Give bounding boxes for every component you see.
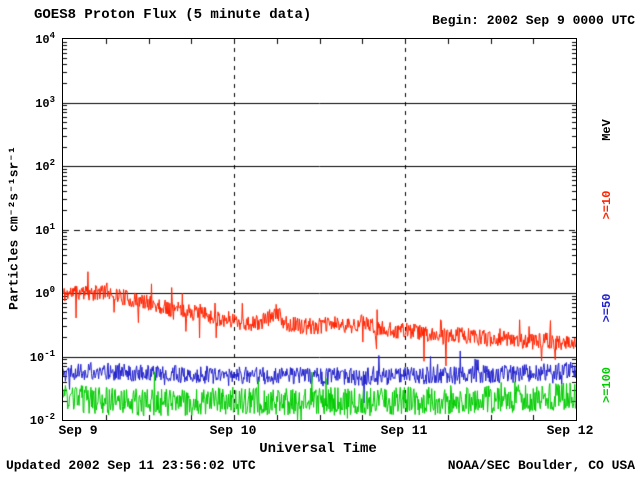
chart-title: GOES8 Proton Flux (5 minute data) [34,7,312,23]
x-tick-label: Sep 10 [209,423,257,438]
y-tick-label: 104 [35,31,55,47]
y-axis-tick-labels: 104 103 102 101 100 10-1 10-2 [0,31,58,428]
series-threshold-label: >=50 [600,293,614,323]
y-tick-label: 102 [35,158,55,174]
y-tick-label: 10-1 [29,348,55,365]
y-tick-label: 10-2 [29,412,55,428]
x-axis-title: Universal Time [259,441,377,457]
plot-canvas [63,39,576,420]
y-tick-label: 103 [35,94,55,111]
y-tick-label: 101 [35,221,55,238]
x-tick-label: Sep 11 [380,423,428,438]
plot-area [62,38,577,421]
x-axis-tick-labels: Sep 9 Sep 10 Sep 11 Sep 12 [58,423,593,439]
series-threshold-label: >=10 [600,190,614,220]
updated-timestamp: Updated 2002 Sep 11 23:56:02 UTC [6,458,256,473]
right-axis-unit-label: MeV [600,119,614,141]
x-tick-label: Sep 9 [58,423,98,438]
y-tick-label: 100 [35,285,55,301]
x-tick-label: Sep 12 [546,423,594,438]
series-threshold-label: >=100 [600,366,614,404]
credit: NOAA/SEC Boulder, CO USA [447,458,635,473]
begin-time-label: Begin: 2002 Sep 9 0000 UTC [432,13,635,28]
